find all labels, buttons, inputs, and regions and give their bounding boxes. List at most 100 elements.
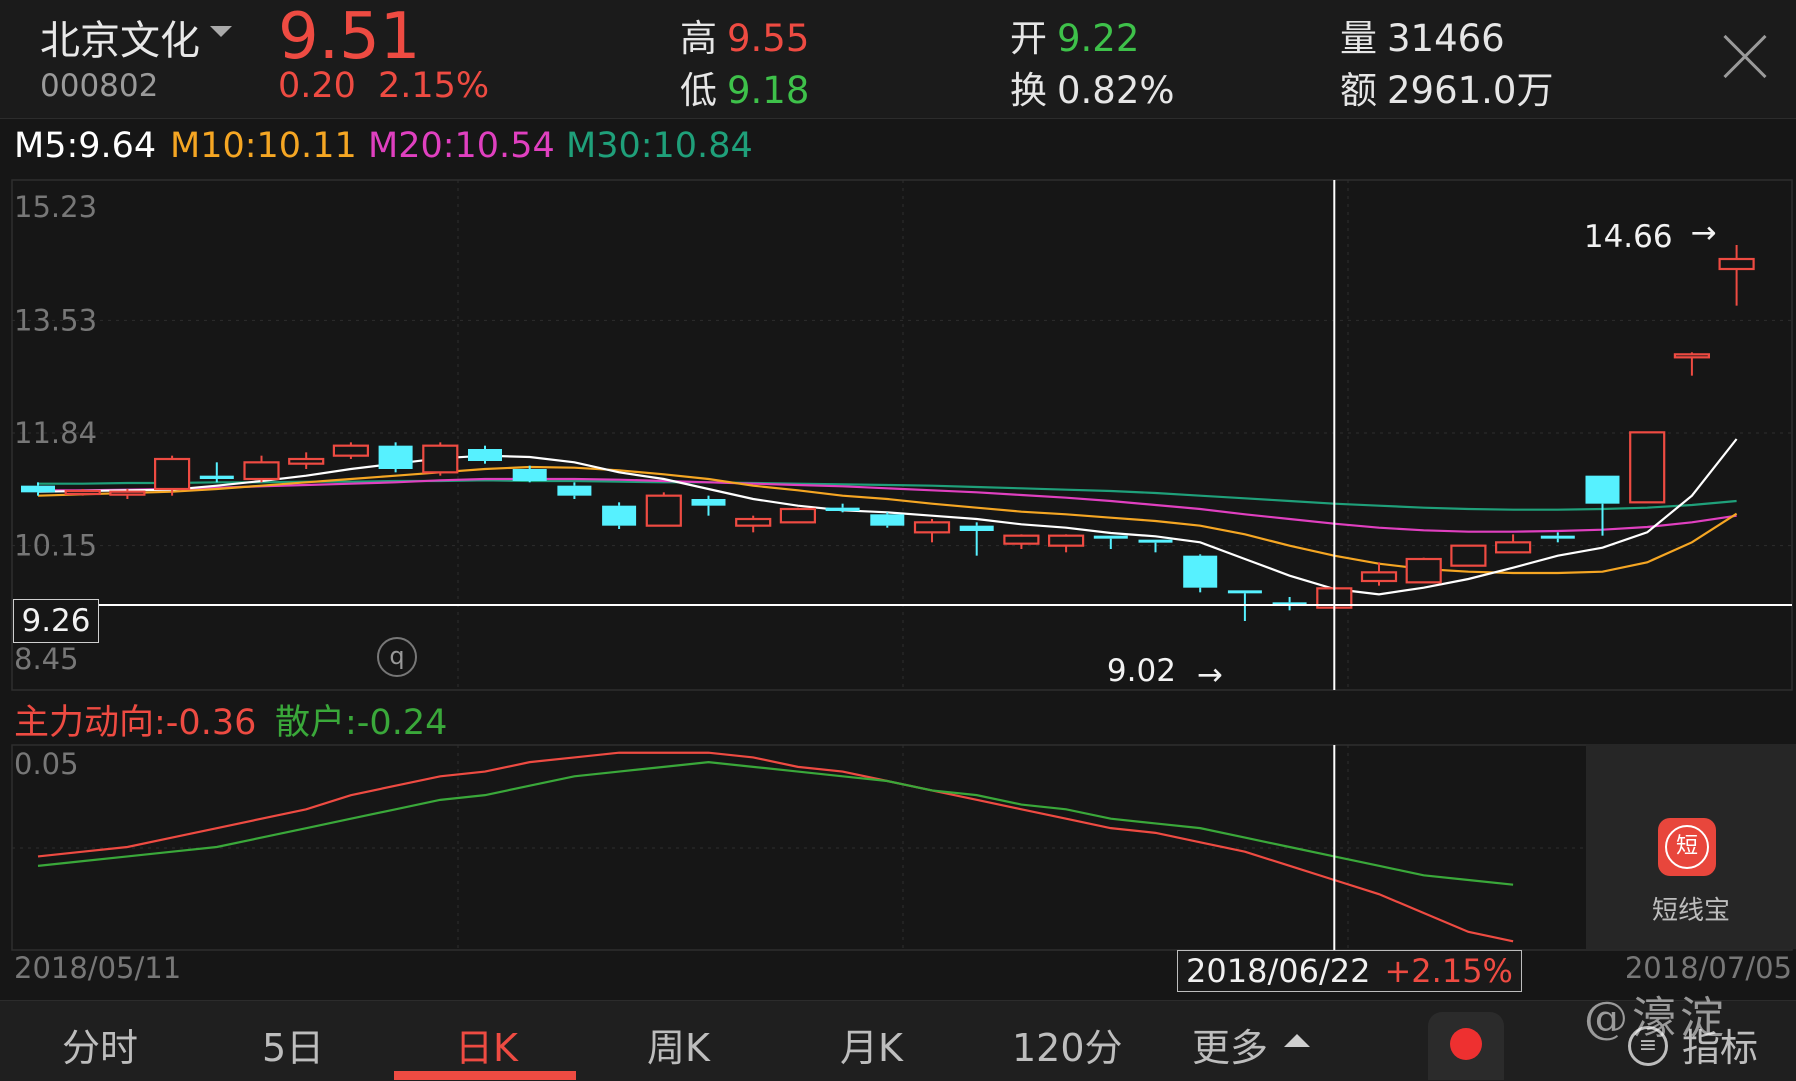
short-line-tool-label: 短线宝 bbox=[1651, 896, 1730, 926]
candle-body bbox=[378, 445, 413, 469]
tab-120min[interactable]: 120分 bbox=[1012, 1026, 1123, 1070]
high-value: 9.55 bbox=[727, 17, 810, 60]
ma30-legend: M30:10.84 bbox=[566, 126, 753, 166]
main-force-line bbox=[37, 751, 1514, 943]
extreme-annotations: 14.66 → 9.02 → bbox=[1107, 215, 1717, 693]
volume-stat: 量 31466 bbox=[1340, 17, 1505, 60]
crosshair-date: 2018/06/22 bbox=[1186, 952, 1371, 990]
stock-name[interactable]: 北京文化 bbox=[40, 18, 200, 64]
candle-body bbox=[422, 444, 459, 474]
watermark: @濠淀 bbox=[1584, 993, 1728, 1044]
candle bbox=[1003, 534, 1040, 549]
crosshair bbox=[98, 180, 1792, 950]
q-badge-icon[interactable]: q bbox=[377, 637, 417, 677]
price-change: 0.20 2.15% bbox=[278, 66, 489, 106]
candlesticks[interactable] bbox=[21, 245, 1755, 621]
candle bbox=[1540, 532, 1575, 543]
candle bbox=[735, 515, 772, 533]
candle bbox=[557, 482, 592, 499]
candle-body bbox=[735, 517, 772, 527]
period-tab-bar: 分时 5日 日K 周K 月K 120分 更多 指标 bbox=[0, 1000, 1796, 1081]
candle bbox=[825, 503, 860, 513]
main-panel-border bbox=[11, 179, 1793, 691]
candle-body bbox=[199, 475, 234, 479]
candle bbox=[512, 465, 547, 483]
candle-body bbox=[557, 485, 592, 496]
candle-body bbox=[645, 494, 682, 527]
tab-5day[interactable]: 5日 bbox=[262, 1026, 325, 1070]
candle bbox=[959, 522, 994, 556]
candle bbox=[1360, 562, 1398, 586]
ma10-legend: M10:10.11 bbox=[170, 126, 357, 166]
y-tick-label: 13.53 bbox=[14, 303, 97, 337]
short-line-tool-icon: 短 bbox=[1658, 818, 1716, 876]
candle-body bbox=[1540, 535, 1575, 539]
candle-body bbox=[870, 514, 905, 526]
candle bbox=[109, 489, 146, 499]
candle bbox=[243, 455, 280, 483]
retail-legend: 散户:-0.24 bbox=[275, 703, 448, 743]
candle-body bbox=[1585, 475, 1620, 504]
candle-body bbox=[1360, 571, 1398, 583]
candle bbox=[1718, 245, 1755, 306]
record-button[interactable] bbox=[1428, 1012, 1504, 1080]
last-price: 9.51 bbox=[278, 0, 421, 74]
change-percent: 2.15% bbox=[377, 66, 490, 106]
indicator-settings-icon[interactable]: ≡ bbox=[1628, 1026, 1668, 1066]
open-stat: 开 9.22 bbox=[1010, 17, 1140, 60]
candle-body bbox=[1227, 590, 1262, 594]
candle bbox=[645, 492, 682, 527]
candle bbox=[1093, 535, 1128, 549]
candle bbox=[1494, 534, 1532, 554]
tab-more[interactable]: 更多 bbox=[1192, 1026, 1269, 1070]
active-tab-indicator bbox=[394, 1071, 576, 1080]
indicator-lines bbox=[37, 751, 1514, 943]
x-start-date: 2018/05/11 bbox=[14, 951, 181, 985]
volume-value: 31466 bbox=[1387, 17, 1505, 60]
candle-body bbox=[1718, 257, 1755, 271]
candle bbox=[422, 442, 459, 476]
tab-monthly-k[interactable]: 月K bbox=[840, 1026, 903, 1070]
record-dot-icon bbox=[1450, 1028, 1482, 1060]
amount-value: 2961.0万 bbox=[1387, 69, 1554, 112]
candle bbox=[1585, 475, 1620, 536]
kline-charts[interactable]: 15.23 13.53 11.84 10.15 8.45 0.05 2018/05/11 20… bbox=[0, 0, 1796, 1000]
candle-body bbox=[1183, 555, 1218, 588]
short-line-tool[interactable]: 短 短线宝 bbox=[1586, 744, 1796, 949]
candle bbox=[199, 462, 234, 483]
candle-body bbox=[1047, 534, 1085, 547]
candle-body bbox=[602, 505, 637, 526]
candle bbox=[288, 452, 325, 469]
candle-body bbox=[64, 489, 101, 496]
open-value: 9.22 bbox=[1057, 17, 1140, 60]
y-tick-label: 10.15 bbox=[14, 529, 97, 563]
retail-line bbox=[37, 761, 1514, 886]
high-stat: 高 9.55 bbox=[680, 17, 810, 60]
tab-indicator[interactable]: 指标 bbox=[1682, 1026, 1759, 1070]
tab-daily-k[interactable]: 日K bbox=[455, 1026, 518, 1070]
tab-intraday[interactable]: 分时 bbox=[62, 1026, 139, 1070]
y-tick-label: 8.45 bbox=[14, 642, 79, 676]
ma20-legend: M20:10.54 bbox=[368, 126, 555, 166]
candle bbox=[913, 519, 951, 543]
chevron-down-icon[interactable] bbox=[210, 26, 232, 37]
candle-body bbox=[1629, 431, 1666, 504]
caret-up-icon[interactable] bbox=[1284, 1034, 1310, 1047]
candle-body bbox=[109, 490, 146, 496]
candle-body bbox=[1272, 602, 1307, 606]
candle bbox=[1047, 534, 1085, 553]
candle bbox=[1629, 431, 1666, 504]
tab-weekly-k[interactable]: 周K bbox=[647, 1026, 710, 1070]
candle-body bbox=[691, 499, 726, 506]
axis-labels: 15.23 13.53 11.84 10.15 8.45 0.05 2018/05/11 20… bbox=[14, 190, 1792, 985]
candle bbox=[1183, 554, 1218, 593]
y-tick-label: 11.84 bbox=[14, 416, 97, 450]
candle-body bbox=[468, 449, 502, 461]
candle bbox=[468, 445, 502, 464]
candle bbox=[21, 482, 55, 496]
candle-body bbox=[1093, 535, 1128, 539]
stock-code: 000802 bbox=[40, 68, 159, 104]
candle bbox=[1673, 352, 1711, 376]
min-arrow-icon: → bbox=[1197, 657, 1223, 693]
candle-body bbox=[21, 485, 55, 493]
